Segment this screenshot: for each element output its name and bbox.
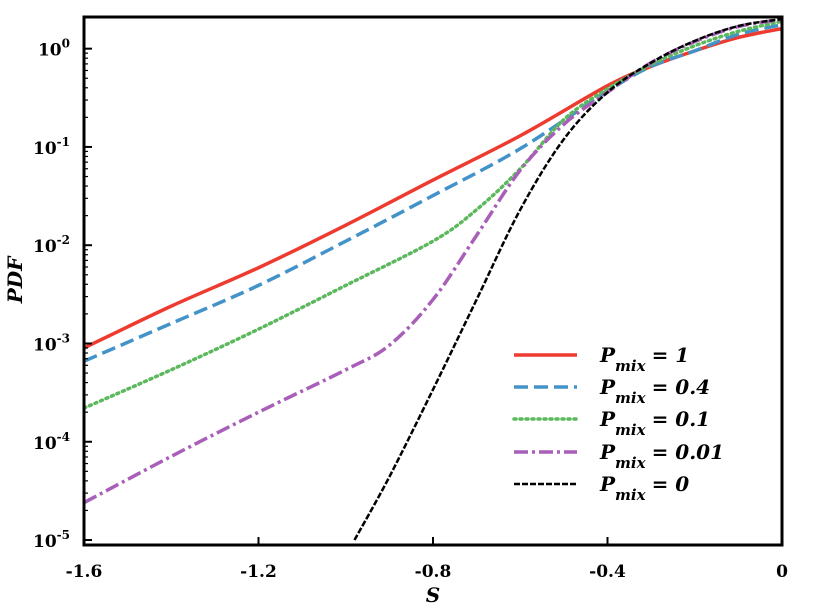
axes-group: -1.6 -1.2 -0.8 -0.4 0 100 10-1 10-2 10-3 10-4 10-5 — [33, 37, 788, 582]
series-line-1 — [84, 23, 782, 363]
x-tick-label: -0.8 — [415, 562, 452, 582]
legend-label-0: Pmix = 1 — [599, 343, 689, 375]
x-tick-label: -1.2 — [240, 562, 277, 582]
legend-label-2: Pmix = 0.1 — [599, 407, 710, 439]
series-line-3 — [84, 17, 782, 505]
series-line-2 — [84, 19, 782, 410]
y-tick-label: 10-5 — [33, 528, 70, 552]
plot-frame — [82, 15, 784, 547]
x-tick-label: 0 — [776, 562, 788, 582]
y-tick-label: 10-2 — [33, 233, 70, 257]
y-tick-label: 100 — [38, 37, 70, 61]
y-axis-label: PDF — [3, 255, 27, 304]
y-tick-label: 10-1 — [33, 135, 70, 159]
y-tick-label: 10-3 — [33, 331, 70, 355]
legend-label-3: Pmix = 0.01 — [599, 440, 724, 472]
x-tick-label: -1.6 — [66, 562, 103, 582]
series-group — [84, 17, 782, 541]
x-axis-label: S — [426, 583, 440, 607]
legend-label-4: Pmix = 0 — [599, 472, 689, 504]
y-tick-label: 10-4 — [33, 430, 70, 454]
x-tick-label: -0.4 — [589, 562, 626, 582]
series-line-4 — [353, 17, 782, 541]
legend-label-1: Pmix = 0.4 — [599, 375, 710, 407]
